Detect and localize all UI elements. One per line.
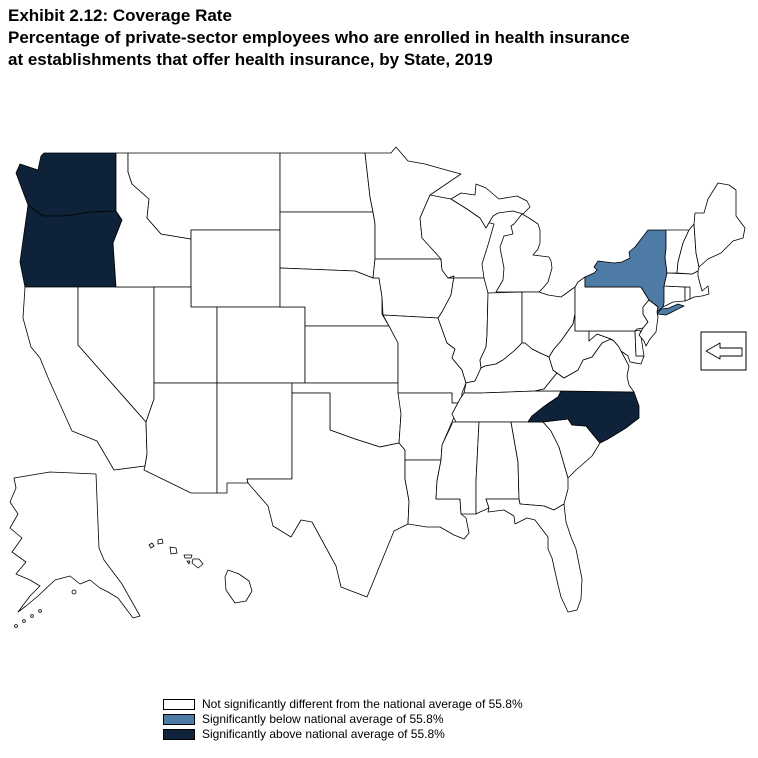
state-hawaii	[148, 538, 253, 604]
state-kansas	[304, 325, 399, 384]
dc-inset	[700, 331, 747, 371]
legend-row-not-different: Not significantly different from the nat…	[163, 698, 595, 710]
hawaii-maui	[191, 558, 204, 569]
map-legend: Not significantly different from the nat…	[0, 698, 758, 743]
alaska-aleutian-island	[38, 609, 42, 613]
state-wyoming	[190, 229, 281, 308]
legend-row-below-average: Significantly below national average of …	[163, 713, 595, 725]
state-connecticut	[662, 285, 686, 308]
legend-label-not-different: Not significantly different from the nat…	[202, 697, 523, 711]
state-colorado	[216, 306, 306, 384]
legend-label-above-average: Significantly above national average of …	[202, 727, 445, 741]
alaska-kodiak-island	[71, 589, 77, 595]
legend-label-below-average: Significantly below national average of …	[202, 712, 444, 726]
dc-arrow-icon	[705, 342, 743, 360]
state-north-dakota	[279, 152, 374, 213]
state-oregon	[19, 204, 123, 288]
state-new-jersey	[638, 299, 659, 347]
us-choropleth-map	[0, 118, 758, 678]
state-north-carolina	[527, 390, 640, 444]
alaska-aleutian-island	[22, 619, 26, 623]
state-maine	[693, 182, 746, 268]
state-new-mexico	[216, 382, 293, 494]
state-south-dakota	[279, 211, 376, 279]
state-delaware	[634, 329, 645, 357]
hawaii-kauai	[157, 538, 164, 545]
state-nebraska	[279, 267, 390, 327]
exhibit-title-block: Exhibit 2.12: Coverage Rate Percentage o…	[0, 0, 758, 71]
state-alaska-mainland	[9, 471, 141, 619]
hawaii-molokai	[183, 554, 193, 559]
us-map-svg	[9, 146, 747, 628]
legend-swatch-above-average	[163, 728, 195, 740]
map-legend-rows: Not significantly different from the nat…	[163, 698, 595, 740]
hawaii-oahu	[169, 546, 178, 555]
state-florida	[485, 498, 583, 613]
state-michigan	[450, 183, 553, 293]
legend-swatch-not-different	[163, 698, 195, 710]
state-alaska	[9, 471, 141, 628]
hawaii-niihau	[148, 542, 155, 549]
legend-swatch-below-average	[163, 713, 195, 725]
hawaii-big-island	[224, 569, 253, 604]
legend-row-above-average: Significantly above national average of …	[163, 728, 595, 740]
exhibit-subtitle-line2: at establishments that offer health insu…	[8, 50, 493, 69]
state-washington	[15, 152, 117, 217]
hawaii-lanai	[186, 560, 191, 565]
exhibit-title: Exhibit 2.12: Coverage Rate	[8, 6, 232, 25]
state-new-york-long-island	[656, 303, 685, 316]
states-group	[9, 146, 746, 628]
exhibit-subtitle-line1: Percentage of private-sector employees w…	[8, 28, 630, 47]
alaska-aleutian-island	[14, 624, 18, 628]
state-arizona	[143, 382, 218, 494]
alaska-aleutian-island	[30, 614, 34, 618]
state-massachusetts	[663, 270, 710, 300]
state-texas	[246, 392, 410, 598]
